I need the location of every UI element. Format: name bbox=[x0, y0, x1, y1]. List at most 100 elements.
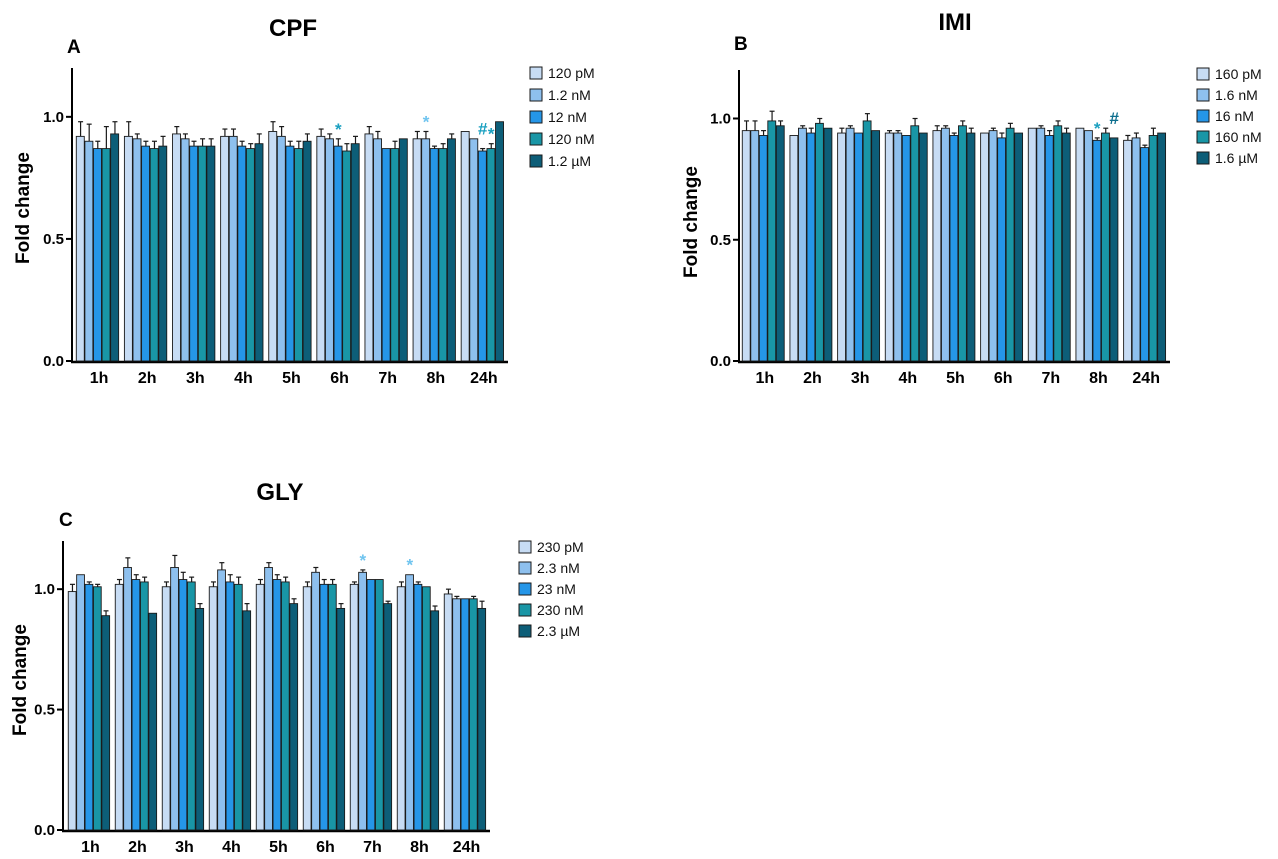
bar bbox=[1044, 135, 1054, 362]
bar bbox=[854, 132, 863, 362]
y-tick-label: 0.0 bbox=[43, 353, 64, 370]
panel-imi: IMI B Fold change 0.0 0.5 1.0 1h 2h 3h 4h 5h 6h 7h 8h… bbox=[681, 9, 1262, 387]
bar bbox=[477, 607, 487, 831]
x-tick-label: 8h bbox=[1089, 370, 1108, 387]
x-tick-label: 6h bbox=[994, 370, 1013, 387]
x-tick-label: 4h bbox=[222, 839, 241, 856]
chart-title: GLY bbox=[256, 479, 303, 506]
bar bbox=[272, 579, 282, 831]
legend-swatch bbox=[529, 154, 543, 168]
bar bbox=[217, 569, 226, 831]
bar bbox=[242, 610, 252, 831]
x-tick-label: 1h bbox=[90, 370, 109, 387]
bar bbox=[132, 138, 142, 362]
bar bbox=[1140, 147, 1149, 362]
bar bbox=[110, 133, 120, 362]
bar bbox=[161, 586, 171, 831]
legend-swatch bbox=[529, 132, 543, 146]
bar bbox=[390, 148, 400, 362]
bar bbox=[141, 145, 151, 362]
bar bbox=[767, 120, 777, 362]
bar bbox=[980, 132, 989, 362]
bar bbox=[123, 135, 133, 362]
bar bbox=[349, 583, 359, 831]
significance-star: * bbox=[335, 120, 342, 139]
bar bbox=[750, 130, 760, 362]
y-axis-label: Fold change bbox=[681, 166, 702, 278]
legend-swatch bbox=[529, 110, 543, 124]
bar bbox=[172, 133, 181, 362]
significance-star: * bbox=[423, 113, 430, 132]
bar bbox=[75, 135, 85, 362]
bar bbox=[452, 598, 461, 831]
legend-swatch bbox=[529, 66, 543, 80]
panel-label: A bbox=[67, 37, 81, 58]
bar bbox=[1027, 127, 1037, 362]
bar bbox=[364, 133, 374, 362]
bar bbox=[997, 137, 1006, 362]
bar bbox=[316, 135, 326, 362]
bar bbox=[446, 138, 456, 362]
bar bbox=[350, 143, 360, 362]
bar bbox=[486, 148, 496, 362]
legend-label: 160 nM bbox=[1215, 129, 1262, 145]
bar bbox=[170, 567, 179, 831]
bar bbox=[228, 135, 238, 362]
bar bbox=[789, 135, 799, 362]
panel-label: C bbox=[59, 510, 73, 531]
bar bbox=[197, 145, 207, 362]
legend-label: 160 pM bbox=[1215, 66, 1262, 82]
bar bbox=[438, 148, 448, 362]
bar bbox=[469, 138, 479, 362]
bar bbox=[1084, 130, 1093, 362]
bar bbox=[758, 135, 768, 362]
bar bbox=[1109, 137, 1119, 362]
bar bbox=[941, 127, 950, 362]
bar bbox=[966, 132, 976, 362]
bar bbox=[195, 607, 205, 831]
x-tick-label: 24h bbox=[470, 370, 498, 387]
bar bbox=[884, 132, 894, 362]
bar bbox=[294, 148, 303, 362]
bar bbox=[280, 581, 290, 831]
bar bbox=[208, 586, 218, 831]
legend-swatch bbox=[1196, 130, 1210, 144]
bar bbox=[285, 145, 295, 362]
bar bbox=[336, 607, 346, 831]
bar bbox=[443, 593, 453, 831]
x-tick-label: 6h bbox=[316, 839, 335, 856]
bar bbox=[374, 579, 384, 831]
bar bbox=[958, 125, 967, 362]
bar bbox=[949, 135, 959, 362]
y-tick-label: 0.5 bbox=[43, 231, 64, 248]
x-tick-label: 1h bbox=[755, 370, 774, 387]
bar bbox=[76, 574, 85, 831]
significance-star: * bbox=[359, 551, 366, 570]
bar bbox=[92, 586, 102, 831]
x-tick-label: 4h bbox=[898, 370, 917, 387]
x-tick-label: 6h bbox=[330, 370, 349, 387]
bar bbox=[233, 583, 243, 831]
chart-title: IMI bbox=[938, 9, 971, 36]
chart-title: CPF bbox=[269, 15, 317, 42]
legend-label: 1.6 nM bbox=[1215, 87, 1258, 103]
bar bbox=[245, 148, 255, 362]
significance-star: * bbox=[1094, 119, 1101, 138]
bar bbox=[1131, 137, 1141, 362]
bar bbox=[1005, 127, 1015, 362]
bar bbox=[1061, 132, 1071, 362]
x-tick-label: 4h bbox=[234, 370, 253, 387]
x-tick-label: 5h bbox=[269, 839, 288, 856]
bar bbox=[158, 145, 168, 362]
x-tick-label: 8h bbox=[426, 370, 445, 387]
y-tick-label: 0.5 bbox=[710, 232, 731, 249]
legend-swatch bbox=[529, 88, 543, 102]
bar bbox=[93, 148, 102, 362]
y-tick-label: 0.0 bbox=[710, 353, 731, 370]
bar bbox=[741, 130, 751, 362]
bar bbox=[327, 583, 337, 831]
bar bbox=[460, 131, 470, 362]
bar bbox=[114, 583, 124, 831]
bar bbox=[918, 132, 928, 362]
